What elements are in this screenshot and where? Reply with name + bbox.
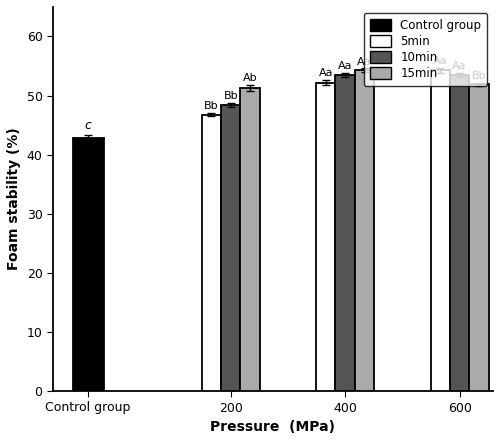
Text: Aa: Aa xyxy=(338,61,352,71)
Bar xyxy=(221,105,240,391)
Text: Bb: Bb xyxy=(224,91,238,101)
Legend: Control group, 5min, 10min, 15min: Control group, 5min, 10min, 15min xyxy=(364,13,487,86)
X-axis label: Pressure  (MPa): Pressure (MPa) xyxy=(210,420,336,434)
Bar xyxy=(240,88,260,391)
Bar xyxy=(336,75,355,391)
Text: Ab: Ab xyxy=(243,73,258,83)
Bar xyxy=(316,82,336,391)
Y-axis label: Foam stability (%): Foam stability (%) xyxy=(7,127,21,270)
Bar xyxy=(72,138,104,391)
Bar xyxy=(430,70,450,391)
Text: Bb: Bb xyxy=(472,71,486,81)
Bar xyxy=(355,70,374,391)
Text: Aa: Aa xyxy=(433,56,448,66)
Text: Bb: Bb xyxy=(204,101,218,111)
Text: Aa: Aa xyxy=(452,61,467,71)
Bar xyxy=(202,115,221,391)
Text: c: c xyxy=(84,119,91,132)
Text: Aa: Aa xyxy=(358,56,372,67)
Bar xyxy=(470,84,488,391)
Bar xyxy=(450,75,469,391)
Text: Aa: Aa xyxy=(318,68,333,78)
